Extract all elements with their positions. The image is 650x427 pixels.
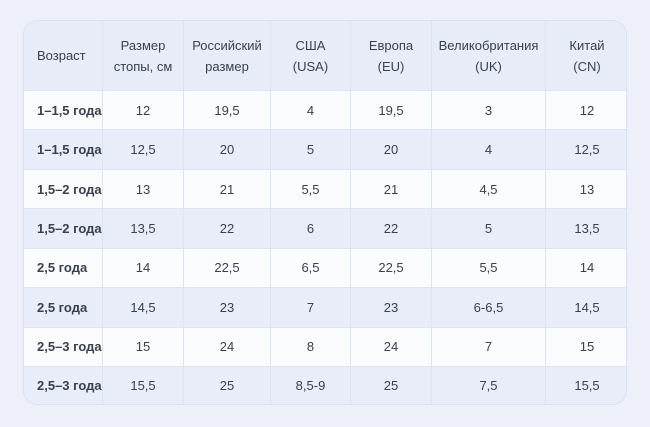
age-cell: 2,5–3 года bbox=[24, 366, 103, 404]
size-cell: 20 bbox=[184, 130, 271, 170]
column-header-line: размер bbox=[205, 58, 249, 74]
size-cell: 8 bbox=[271, 327, 351, 367]
size-cell: 5,5 bbox=[271, 169, 351, 210]
size-cell: 5 bbox=[432, 209, 546, 249]
size-cell: 7,5 bbox=[432, 366, 546, 404]
size-cell: 22,5 bbox=[351, 248, 432, 289]
table-row: 2,5–3 года 15 24 8 24 7 15 bbox=[24, 327, 626, 367]
size-cell: 13 bbox=[103, 169, 184, 210]
age-cell: 2,5 года bbox=[24, 288, 103, 328]
size-cell: 4,5 bbox=[432, 169, 546, 210]
size-cell: 19,5 bbox=[351, 91, 432, 131]
size-cell: 21 bbox=[351, 169, 432, 210]
size-cell: 12 bbox=[546, 91, 626, 131]
table-row: 1,5–2 года 13 21 5,5 21 4,5 13 bbox=[24, 169, 626, 210]
column-header-line: Размер bbox=[120, 37, 166, 53]
column-header-4: Европа (EU) bbox=[351, 21, 432, 91]
column-header-line: США bbox=[295, 37, 326, 53]
column-header-6: Китай (CN) bbox=[546, 21, 626, 91]
table-row: 1–1,5 года 12,5 20 5 20 4 12,5 bbox=[24, 130, 626, 170]
size-cell: 7 bbox=[271, 288, 351, 328]
age-cell: 1,5–2 года bbox=[24, 169, 103, 210]
size-cell: 24 bbox=[184, 327, 271, 367]
age-cell: 1–1,5 года bbox=[24, 91, 103, 131]
size-cell: 14 bbox=[546, 248, 626, 289]
size-cell: 3 bbox=[432, 91, 546, 131]
column-header-line: (USA) bbox=[292, 58, 329, 74]
table-header-row: Возраст Размер стопы, см Российский размер СШ… bbox=[24, 21, 626, 91]
size-cell: 23 bbox=[351, 288, 432, 328]
column-header-line: Российский bbox=[192, 37, 262, 53]
size-cell: 22,5 bbox=[184, 248, 271, 289]
column-header-line: Китай bbox=[569, 37, 605, 53]
table-row: 1,5–2 года 13,5 22 6 22 5 13,5 bbox=[24, 209, 626, 249]
size-cell: 5 bbox=[271, 130, 351, 170]
size-cell: 14 bbox=[103, 248, 184, 289]
size-cell: 12 bbox=[103, 91, 184, 131]
size-cell: 6 bbox=[271, 209, 351, 249]
size-cell: 13,5 bbox=[103, 209, 184, 249]
size-cell: 14,5 bbox=[103, 288, 184, 328]
column-header-2: Российский размер bbox=[184, 21, 271, 91]
column-header-line: (CN) bbox=[573, 58, 601, 74]
size-cell: 14,5 bbox=[546, 288, 626, 328]
size-cell: 22 bbox=[351, 209, 432, 249]
size-cell: 6,5 bbox=[271, 248, 351, 289]
column-header-line: Европа bbox=[368, 37, 414, 53]
size-cell: 15,5 bbox=[546, 366, 626, 404]
size-cell: 23 bbox=[184, 288, 271, 328]
age-cell: 1,5–2 года bbox=[24, 209, 103, 249]
size-cell: 19,5 bbox=[184, 91, 271, 131]
size-cell: 12,5 bbox=[103, 130, 184, 170]
column-header-5: Великобритания (UK) bbox=[432, 21, 546, 91]
size-cell: 13 bbox=[546, 169, 626, 210]
column-header-0: Возраст bbox=[24, 21, 103, 91]
column-header-line: Возраст bbox=[37, 48, 86, 63]
shoe-size-table-card: Возраст Размер стопы, см Российский размер СШ… bbox=[23, 20, 627, 405]
size-cell: 15 bbox=[546, 327, 626, 367]
size-cell: 25 bbox=[184, 366, 271, 404]
table-row: 2,5 года 14,5 23 7 23 6-6,5 14,5 bbox=[24, 288, 626, 328]
table-row: 2,5–3 года 15,5 25 8,5-9 25 7,5 15,5 bbox=[24, 366, 626, 404]
column-header-line: стопы, см bbox=[113, 58, 173, 74]
size-cell: 8,5-9 bbox=[271, 366, 351, 404]
size-cell: 15,5 bbox=[103, 366, 184, 404]
size-cell: 25 bbox=[351, 366, 432, 404]
size-cell: 22 bbox=[184, 209, 271, 249]
size-cell: 7 bbox=[432, 327, 546, 367]
size-cell: 15 bbox=[103, 327, 184, 367]
size-cell: 12,5 bbox=[546, 130, 626, 170]
size-cell: 5,5 bbox=[432, 248, 546, 289]
age-cell: 1–1,5 года bbox=[24, 130, 103, 170]
size-cell: 21 bbox=[184, 169, 271, 210]
size-cell: 4 bbox=[432, 130, 546, 170]
age-cell: 2,5–3 года bbox=[24, 327, 103, 367]
age-cell: 2,5 года bbox=[24, 248, 103, 289]
table-row: 1–1,5 года 12 19,5 4 19,5 3 12 bbox=[24, 91, 626, 131]
column-header-1: Размер стопы, см bbox=[103, 21, 184, 91]
table-body: 1–1,5 года 12 19,5 4 19,5 3 12 1–1,5 года 12,5 20… bbox=[24, 91, 626, 404]
size-cell: 20 bbox=[351, 130, 432, 170]
size-cell: 24 bbox=[351, 327, 432, 367]
shoe-size-table: Возраст Размер стопы, см Российский размер СШ… bbox=[24, 21, 626, 404]
size-cell: 6-6,5 bbox=[432, 288, 546, 328]
column-header-3: США (USA) bbox=[271, 21, 351, 91]
table-header: Возраст Размер стопы, см Российский размер СШ… bbox=[24, 21, 626, 91]
table-row: 2,5 года 14 22,5 6,5 22,5 5,5 14 bbox=[24, 248, 626, 289]
size-cell: 13,5 bbox=[546, 209, 626, 249]
column-header-line: (UK) bbox=[475, 58, 502, 74]
column-header-line: (EU) bbox=[377, 58, 405, 74]
column-header-line: Великобритания bbox=[438, 37, 539, 53]
size-cell: 4 bbox=[271, 91, 351, 131]
